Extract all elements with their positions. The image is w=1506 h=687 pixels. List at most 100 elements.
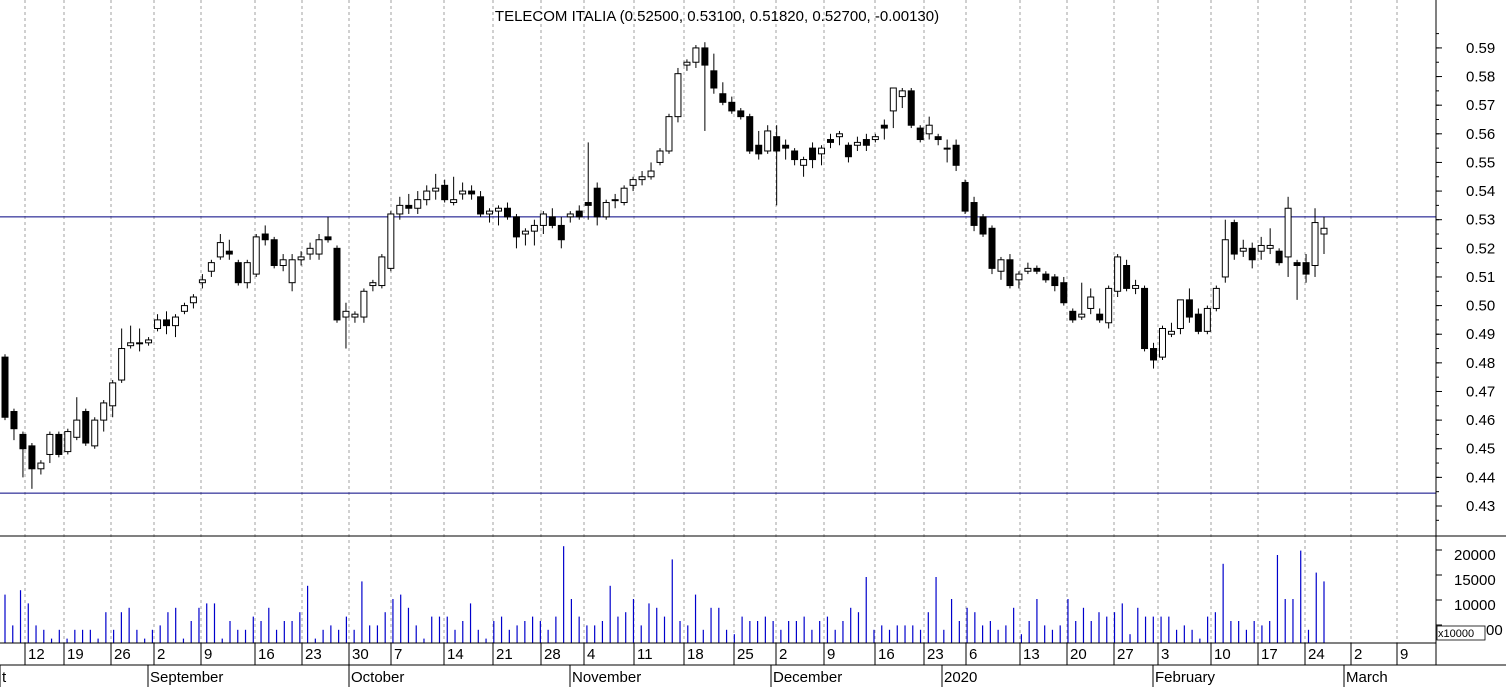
candle (943, 139, 951, 163)
candle (405, 193, 413, 214)
week-label: 28 (544, 646, 561, 663)
candle (1257, 236, 1265, 260)
candle (55, 431, 63, 458)
candle (728, 96, 736, 114)
candle-body (297, 256, 305, 261)
candle (889, 87, 897, 129)
candle-body (1257, 244, 1265, 252)
candle-body (459, 190, 467, 195)
candle (1123, 259, 1131, 292)
candle (82, 408, 90, 446)
candle-body (809, 147, 817, 161)
price-tick-label: 0.59 (1466, 40, 1495, 57)
candle-body (216, 242, 224, 258)
candle-body (746, 116, 754, 152)
candle-body (145, 339, 153, 344)
candle-body (728, 101, 736, 112)
candle-body (1212, 287, 1220, 309)
candle (396, 196, 404, 220)
candle-body (306, 247, 314, 255)
candle-body (997, 259, 1005, 272)
candle-body (629, 179, 637, 186)
candle (898, 88, 906, 109)
candle-body (1284, 207, 1292, 258)
candle (710, 53, 718, 94)
candle-body (593, 187, 601, 218)
candle-body (620, 187, 628, 204)
week-label: 30 (352, 646, 369, 663)
candle-body (333, 247, 341, 321)
candle-body (28, 445, 36, 470)
candle (746, 113, 754, 154)
candle-body (252, 236, 260, 275)
candle-body (1069, 310, 1077, 321)
candle (835, 130, 843, 146)
volume-tick-label: 10000 (1454, 597, 1496, 614)
candle (1194, 308, 1202, 335)
candle-body (441, 184, 449, 201)
candle (1042, 271, 1050, 283)
candle (198, 274, 206, 289)
candle-body (324, 236, 332, 241)
candle (154, 314, 162, 332)
week-label: 20 (1070, 646, 1087, 663)
week-label: 17 (1261, 646, 1278, 663)
candle (64, 428, 72, 455)
candle-body (163, 319, 171, 327)
candle-body (109, 382, 117, 407)
candle (584, 142, 592, 220)
candle-body (1275, 250, 1283, 264)
candle-body (575, 210, 583, 218)
week-label: 14 (447, 646, 464, 663)
candle (818, 145, 826, 166)
candle-body (512, 216, 520, 238)
candle-body (907, 90, 915, 126)
candle (683, 59, 691, 71)
candle-body (73, 419, 81, 438)
candle (1302, 254, 1310, 283)
candle-body (1060, 282, 1068, 304)
week-label: 2 (1354, 646, 1362, 663)
date-axis: 12 19 26 2 9 16 23 30 7 14 21 28 4 11 18 25 2 9 16 23 6 13 20 2… (0, 643, 1408, 687)
candle-body (1194, 313, 1202, 332)
candle-body (154, 319, 162, 329)
candle-body (180, 305, 188, 312)
candle (701, 42, 709, 131)
candle-body (1239, 247, 1247, 252)
month-label: November (572, 669, 641, 686)
candle (297, 251, 305, 266)
candle-body (396, 204, 404, 215)
candle (459, 182, 467, 200)
chart-frame (0, 0, 1506, 666)
candle-body (800, 159, 808, 166)
candle-body (19, 433, 27, 450)
volume-tick-label: 00 (1486, 622, 1503, 639)
candle (853, 136, 861, 151)
candle (1203, 305, 1211, 335)
candle (1266, 228, 1274, 255)
candle-body (934, 136, 942, 141)
candle (1078, 282, 1086, 320)
candle-body (1203, 307, 1211, 332)
candle-body (683, 61, 691, 66)
price-tick-label: 0.46 (1466, 412, 1495, 429)
candle (279, 254, 287, 272)
candle (1015, 271, 1023, 289)
candle (521, 228, 529, 246)
candle-body (342, 310, 350, 318)
candle (19, 431, 27, 478)
candle (880, 119, 888, 140)
week-label: 23 (305, 646, 322, 663)
candle-body (468, 190, 476, 195)
candle (907, 88, 915, 129)
candle-body (64, 431, 72, 453)
price-tick-label: 0.51 (1466, 269, 1495, 286)
candle (1221, 219, 1229, 283)
candle-body (351, 313, 359, 318)
candle (1167, 322, 1175, 338)
candle (387, 211, 395, 272)
candle (333, 245, 341, 323)
candle (611, 193, 619, 209)
candle (1158, 325, 1166, 360)
candle (441, 179, 449, 203)
